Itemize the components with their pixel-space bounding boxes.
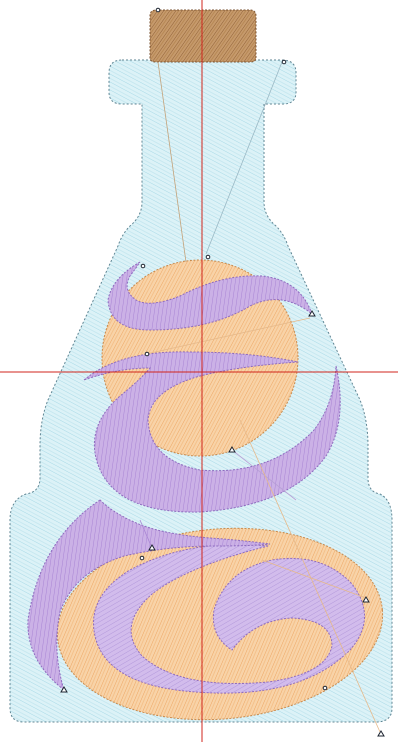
cork-shape[interactable] [149, 9, 257, 63]
purple-top-swirl-shape[interactable] [107, 261, 314, 331]
triangle-anchor-icon [60, 310, 385, 737]
purple-oval-swirl-shape[interactable] [93, 543, 365, 694]
purple-tail-swirl-shape[interactable] [27, 499, 271, 692]
jump-stitch-lines [139, 61, 381, 733]
purple-middle-swirl-shape[interactable] [83, 351, 341, 513]
circle-node-icon [139, 7, 328, 691]
